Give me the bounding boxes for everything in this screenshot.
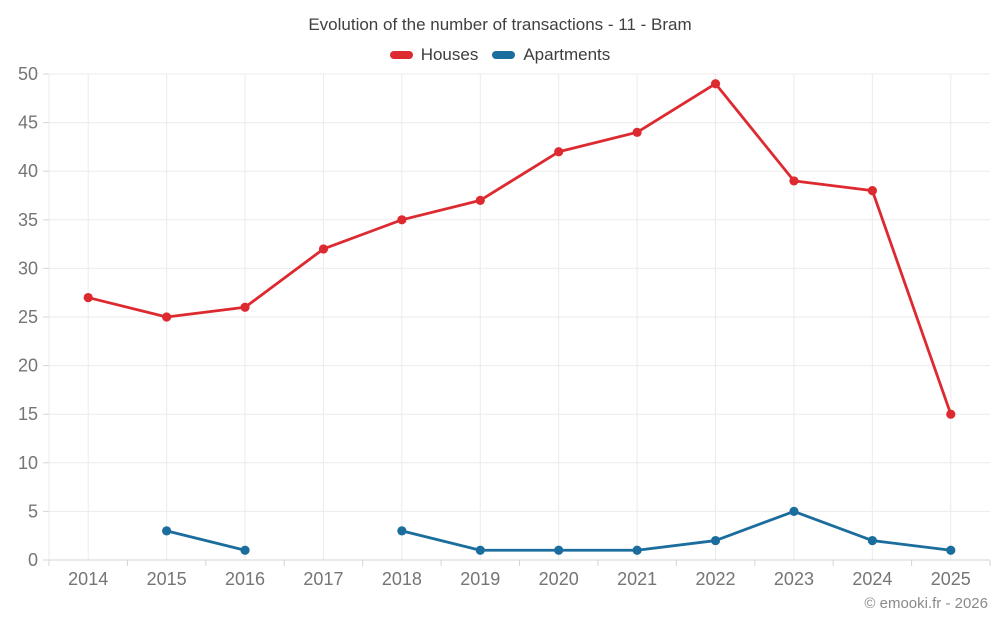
- data-point-houses-2018[interactable]: [397, 215, 407, 225]
- data-point-houses-2016[interactable]: [240, 302, 250, 312]
- data-point-apartments-2021[interactable]: [632, 545, 642, 555]
- apartments-series-marker: [492, 51, 516, 59]
- x-axis-label: 2024: [852, 569, 892, 589]
- y-axis-label: 0: [28, 550, 38, 570]
- data-point-houses-2017[interactable]: [318, 244, 329, 254]
- x-axis-label: 2014: [68, 569, 108, 589]
- data-point-houses-2015[interactable]: [162, 312, 172, 322]
- legend-item-houses[interactable]: Houses: [389, 45, 479, 65]
- data-point-houses-2019[interactable]: [475, 195, 485, 205]
- data-point-apartments-2020[interactable]: [554, 545, 564, 555]
- legend-label-houses: Houses: [420, 45, 479, 64]
- data-point-apartments-2023[interactable]: [789, 506, 799, 516]
- x-axis-label: 2021: [617, 569, 657, 589]
- houses-series-marker: [389, 51, 413, 59]
- x-axis-label: 2020: [539, 569, 579, 589]
- x-axis-label: 2018: [382, 569, 422, 589]
- y-axis-label: 35: [18, 210, 38, 230]
- y-axis-label: 45: [18, 113, 38, 133]
- data-point-apartments-2022[interactable]: [710, 535, 721, 546]
- legend-label-apartments: Apartments: [523, 45, 611, 64]
- chart-title: Evolution of the number of transactions …: [308, 15, 692, 34]
- watermark: © emooki.fr - 2026: [864, 595, 988, 612]
- y-axis-label: 30: [18, 258, 38, 278]
- legend-item-apartments[interactable]: Apartments: [492, 45, 610, 65]
- x-axis-label: 2017: [303, 569, 343, 589]
- y-axis-label: 40: [18, 161, 38, 181]
- data-point-apartments-2015[interactable]: [162, 526, 172, 536]
- data-point-houses-2021[interactable]: [632, 127, 642, 137]
- data-point-houses-2025[interactable]: [946, 409, 956, 419]
- series-line-apartments: [165, 529, 247, 552]
- data-point-apartments-2024[interactable]: [867, 535, 877, 546]
- series-line-apartments: [400, 509, 953, 552]
- data-point-apartments-2019[interactable]: [475, 545, 485, 555]
- y-axis-label: 5: [28, 501, 38, 521]
- y-axis-label: 10: [18, 453, 38, 473]
- y-axis-label: 50: [18, 64, 38, 84]
- x-axis-label: 2015: [147, 569, 187, 589]
- x-axis-label: 2023: [774, 569, 814, 589]
- y-axis-label: 20: [18, 356, 38, 376]
- data-point-houses-2020[interactable]: [554, 147, 564, 157]
- data-point-apartments-2018[interactable]: [397, 526, 407, 536]
- series-line-houses: [86, 82, 953, 416]
- y-axis-label: 15: [18, 404, 38, 424]
- y-axis-label: 25: [18, 307, 38, 327]
- x-axis-label: 2025: [931, 569, 971, 589]
- data-point-houses-2014[interactable]: [83, 292, 93, 303]
- data-point-apartments-2025[interactable]: [946, 545, 956, 555]
- x-axis-label: 2019: [460, 569, 500, 589]
- x-axis-label: 2022: [696, 569, 736, 589]
- chart-legend: Houses Apartments: [0, 45, 1000, 65]
- data-point-houses-2023[interactable]: [789, 176, 799, 186]
- data-point-houses-2022[interactable]: [710, 79, 721, 89]
- data-point-houses-2024[interactable]: [867, 186, 877, 196]
- x-axis-label: 2016: [225, 569, 265, 589]
- data-point-apartments-2016[interactable]: [240, 545, 250, 555]
